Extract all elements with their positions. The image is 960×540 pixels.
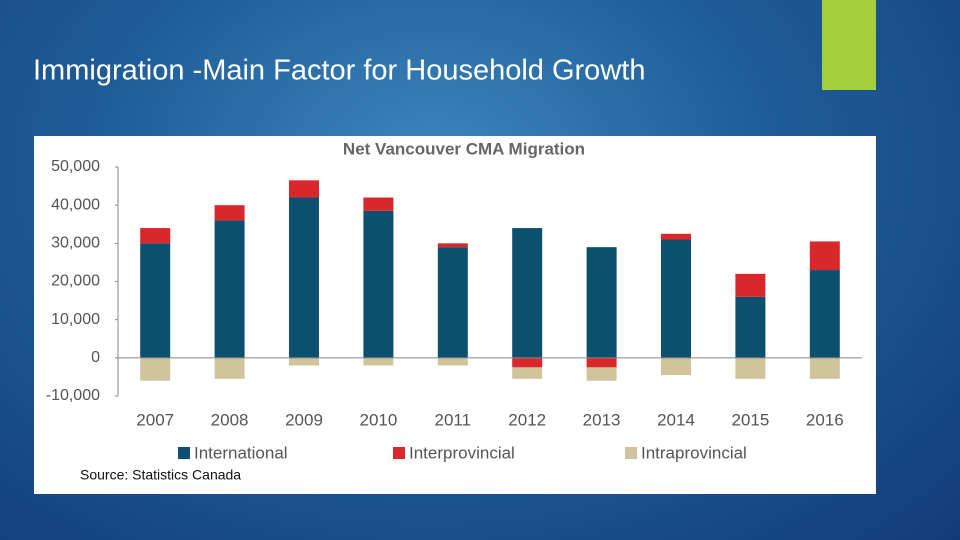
bar-segment: [586, 247, 617, 358]
legend-swatch: [178, 447, 190, 459]
bar-segment: [512, 357, 543, 368]
slide-title: Immigration -Main Factor for Household G…: [33, 55, 645, 87]
bar-segment: [214, 205, 245, 221]
source-note: Source: Statistics Canada: [80, 467, 241, 483]
y-tick-label: -10,000: [46, 387, 100, 404]
x-tick-label: 2015: [731, 410, 769, 429]
bar-segment: [437, 247, 468, 358]
bar-segment: [809, 241, 840, 271]
bar-segment: [661, 239, 691, 358]
legend-swatch: [625, 447, 637, 459]
x-tick-label: 2010: [359, 410, 397, 429]
legend-label: Intraprovincial: [641, 443, 747, 462]
x-tick-label: 2008: [211, 410, 249, 429]
bar-segment: [661, 357, 691, 376]
bar-segment: [289, 197, 319, 358]
x-tick-label: 2007: [136, 410, 174, 429]
x-tick-label: 2016: [806, 410, 844, 429]
bar-segment: [512, 367, 543, 379]
y-tick-label: 30,000: [51, 235, 100, 252]
x-tick-label: 2009: [285, 410, 323, 429]
legend-label: International: [194, 443, 288, 462]
x-tick-label: 2011: [435, 410, 472, 429]
bar-segment: [735, 273, 766, 297]
bar-segment: [586, 367, 617, 381]
bar-segment: [586, 357, 617, 368]
bar-segment: [214, 357, 245, 379]
bar-segment: [140, 243, 171, 358]
x-tick-label: 2012: [508, 410, 546, 429]
x-tick-label: 2013: [583, 410, 621, 429]
bar-segment: [363, 197, 394, 211]
bar-segment: [140, 228, 171, 244]
y-tick-label: 50,000: [51, 158, 100, 175]
x-tick-label: 2014: [657, 410, 695, 429]
bar-segment: [809, 270, 840, 358]
y-tick-label: 40,000: [51, 196, 100, 213]
bar-segment: [289, 357, 319, 366]
y-tick-label: 0: [91, 349, 100, 366]
bar-segment: [735, 296, 766, 358]
y-tick-label: 10,000: [51, 311, 100, 328]
legend-swatch: [393, 447, 405, 459]
bar-segment: [437, 357, 468, 366]
bar-segment: [661, 233, 691, 240]
bar-segment: [363, 357, 394, 366]
bar-segment: [289, 180, 319, 198]
bar-segment: [512, 228, 543, 358]
legend-label: Interprovincial: [409, 443, 515, 462]
bar-segment: [363, 210, 394, 358]
bar-segment: [140, 357, 171, 381]
bar-segment: [735, 357, 766, 379]
chart-title: Net Vancouver CMA Migration: [343, 139, 585, 158]
bar-segment: [214, 220, 245, 358]
accent-bar: [822, 0, 876, 90]
y-tick-label: 20,000: [51, 273, 100, 290]
bar-segment: [809, 357, 840, 379]
bar-segment: [437, 243, 468, 248]
